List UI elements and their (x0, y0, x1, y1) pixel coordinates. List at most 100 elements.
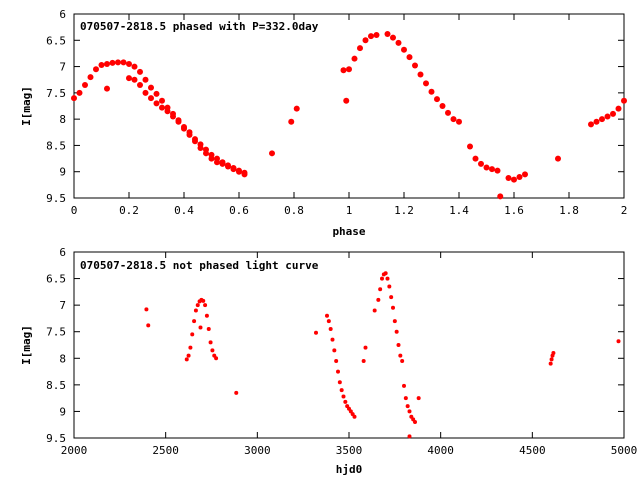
x-tick-label: 1 (346, 204, 353, 217)
data-point (387, 284, 392, 289)
data-point (214, 159, 220, 166)
data-point (434, 96, 440, 103)
data-point (153, 100, 160, 107)
data-point (193, 308, 198, 313)
data-point (413, 420, 417, 425)
data-point (137, 68, 143, 75)
data-point (407, 434, 412, 439)
data-point (616, 339, 621, 344)
data-point (505, 175, 512, 182)
data-point (197, 145, 204, 152)
y-tick-label: 9.5 (46, 432, 66, 445)
x-tick-label: 4000 (427, 444, 454, 457)
data-point (195, 303, 200, 308)
y-tick-label: 9 (59, 166, 66, 179)
x-tick-label: 0.2 (119, 204, 139, 217)
data-point (392, 319, 397, 324)
data-point (604, 113, 611, 120)
data-point (190, 332, 195, 337)
data-point (241, 171, 248, 178)
data-point (131, 63, 138, 70)
y-tick-label: 8.5 (46, 379, 66, 392)
data-point (198, 325, 203, 330)
data-point (548, 361, 553, 366)
data-point (445, 109, 451, 116)
x-tick-label: 1.6 (504, 204, 524, 217)
data-point (206, 327, 211, 332)
x-tick-label: 1.8 (559, 204, 579, 217)
data-point (401, 46, 407, 53)
data-point (551, 350, 556, 355)
chart-title: 070507-2818.5 phased with P=332.0day (80, 20, 319, 33)
data-point (472, 155, 479, 162)
y-tick-label: 7.5 (46, 326, 66, 339)
data-point (403, 396, 408, 401)
data-point (555, 155, 561, 162)
data-point (456, 118, 462, 125)
data-point (230, 166, 237, 173)
x-tick-label: 2500 (152, 444, 179, 457)
data-point (346, 66, 352, 73)
data-points (144, 271, 621, 439)
data-point (203, 150, 209, 157)
data-point (159, 97, 165, 104)
data-point (192, 319, 197, 324)
data-point (380, 276, 384, 281)
x-tick-label: 1.2 (394, 204, 414, 217)
data-point (483, 164, 490, 171)
data-point (236, 168, 242, 175)
y-tick-label: 8 (59, 352, 66, 365)
y-tick-label: 9 (59, 405, 66, 418)
data-point (203, 303, 208, 308)
data-point (398, 353, 403, 358)
x-tick-label: 0 (71, 204, 78, 217)
data-point (234, 390, 239, 395)
data-point (406, 54, 413, 61)
x-tick-label: 4500 (519, 444, 546, 457)
data-point (428, 88, 435, 95)
data-point (396, 343, 401, 347)
x-tick-label: 0.6 (229, 204, 249, 217)
data-point (71, 95, 77, 102)
data-point (497, 193, 504, 200)
data-point (87, 74, 94, 81)
x-tick-label: 2000 (61, 444, 88, 457)
data-point (120, 59, 127, 66)
data-point (405, 404, 410, 409)
data-point (104, 85, 110, 92)
data-point (204, 313, 209, 318)
data-point (126, 60, 132, 67)
data-point (391, 305, 395, 310)
data-point (142, 89, 149, 96)
x-tick-label: 0.8 (284, 204, 304, 217)
data-point (337, 380, 342, 385)
data-point (412, 62, 418, 69)
data-point (131, 76, 138, 83)
data-point (170, 113, 176, 120)
data-point (225, 163, 231, 170)
y-tick-label: 6.5 (46, 34, 66, 47)
y-axis-label: I[mag] (20, 86, 33, 126)
data-point (343, 97, 350, 104)
data-point (383, 271, 388, 276)
x-tick-label: 3500 (336, 444, 363, 457)
data-point (208, 155, 215, 162)
data-point (326, 319, 331, 324)
data-point (104, 60, 110, 67)
data-point (361, 358, 366, 363)
y-tick-label: 8.5 (46, 139, 66, 152)
data-point (516, 173, 523, 180)
phased-light-curve-panel: 070507-2818.5 phased with P=332.0day pha… (20, 8, 627, 238)
data-point (146, 323, 151, 328)
y-tick-label: 7.5 (46, 87, 66, 100)
data-point (389, 295, 394, 300)
data-point (467, 143, 473, 150)
y-tick-label: 9.5 (46, 192, 66, 205)
data-point (385, 276, 390, 281)
data-point (549, 357, 554, 362)
data-point (417, 71, 424, 78)
data-point (343, 399, 348, 404)
x-tick-label: 1.4 (449, 204, 469, 217)
data-point (394, 329, 399, 334)
unphased-light-curve-panel: 070507-2818.5 not phased light curve hjd… (20, 246, 637, 476)
